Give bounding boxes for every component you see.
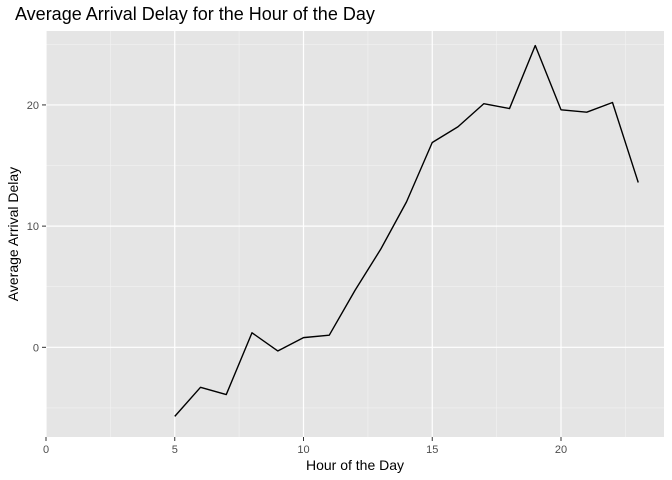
x-axis: 0 5 10 15 20 (43, 437, 567, 456)
x-tick-label: 5 (172, 444, 178, 456)
y-tick-label: 0 (33, 342, 39, 354)
y-axis-label: Average Arrival Delay (5, 167, 21, 301)
series-layer (174, 44, 639, 417)
y-axis: 0 10 20 (27, 100, 46, 354)
x-tick-label: 10 (297, 444, 309, 456)
y-tick-label: 20 (27, 100, 39, 112)
major-gridlines (45, 31, 664, 437)
x-axis-label: Hour of the Day (306, 457, 404, 473)
chart-title: Average Arrival Delay for the Hour of th… (15, 4, 375, 24)
series-line (174, 44, 639, 417)
x-tick-label: 20 (555, 444, 567, 456)
x-tick-label: 15 (426, 444, 438, 456)
x-tick-label: 0 (43, 444, 49, 456)
y-tick-label: 10 (27, 221, 39, 233)
plot-panel (46, 31, 664, 437)
